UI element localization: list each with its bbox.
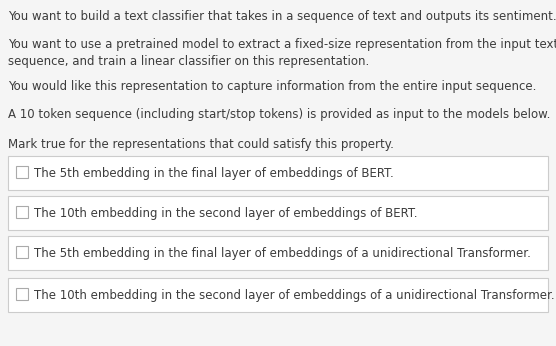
Text: The 10th embedding in the second layer of embeddings of a unidirectional Transfo: The 10th embedding in the second layer o… — [34, 289, 555, 301]
Text: The 5th embedding in the final layer of embeddings of BERT.: The 5th embedding in the final layer of … — [34, 166, 394, 180]
Text: You want to use a pretrained model to extract a fixed-size representation from t: You want to use a pretrained model to ex… — [8, 38, 556, 68]
Bar — [16, 206, 28, 218]
Text: A 10 token sequence (including start/stop tokens) is provided as input to the mo: A 10 token sequence (including start/sto… — [8, 108, 550, 121]
Bar — [8, 278, 548, 312]
Bar — [16, 288, 28, 300]
Bar — [16, 246, 28, 258]
Bar — [8, 196, 548, 230]
Text: The 5th embedding in the final layer of embeddings of a unidirectional Transform: The 5th embedding in the final layer of … — [34, 246, 531, 260]
Text: You want to build a text classifier that takes in a sequence of text and outputs: You want to build a text classifier that… — [8, 10, 556, 23]
Text: You would like this representation to capture information from the entire input : You would like this representation to ca… — [8, 80, 537, 93]
Text: Mark true for the representations that could satisfy this property.: Mark true for the representations that c… — [8, 138, 394, 151]
Text: The 10th embedding in the second layer of embeddings of BERT.: The 10th embedding in the second layer o… — [34, 207, 418, 219]
Bar — [8, 236, 548, 270]
Bar — [8, 156, 548, 190]
Bar — [16, 166, 28, 178]
